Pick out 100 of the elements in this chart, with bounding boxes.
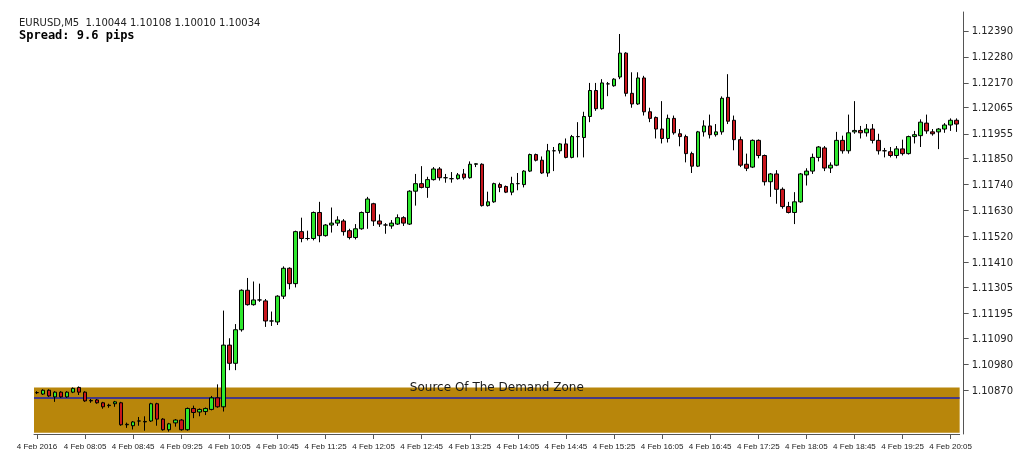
y-tick-label: 1.11305 bbox=[971, 281, 1014, 293]
candlestick bbox=[642, 75, 646, 117]
candlestick bbox=[654, 116, 658, 139]
candlestick bbox=[161, 417, 165, 432]
candlestick bbox=[702, 119, 706, 138]
x-tick-label: 4 Feb 14:45 bbox=[544, 441, 588, 451]
x-tick-label: 4 Feb 12:45 bbox=[400, 441, 444, 451]
candlestick bbox=[564, 137, 568, 159]
candlestick bbox=[89, 398, 93, 404]
ref-line-label: Source Of The Demand Zone bbox=[409, 379, 584, 394]
candlestick bbox=[660, 100, 664, 144]
candlestick bbox=[690, 151, 694, 174]
x-tick-label: 4 Feb 2016 bbox=[16, 441, 58, 451]
y-tick-label: 1.11410 bbox=[971, 257, 1014, 269]
y-tick-label: 1.11090 bbox=[971, 332, 1014, 344]
candlestick bbox=[492, 182, 496, 204]
candlestick bbox=[648, 107, 652, 123]
x-tick-label: 4 Feb 08:45 bbox=[111, 441, 156, 451]
candlestick bbox=[474, 162, 478, 168]
candlestick bbox=[41, 388, 45, 396]
x-tick-label: 4 Feb 09:25 bbox=[159, 441, 204, 451]
x-tick-label: 4 Feb 08:05 bbox=[63, 441, 107, 451]
candlestick bbox=[678, 128, 682, 147]
y-tick-label: 1.10870 bbox=[971, 384, 1014, 396]
candlestick bbox=[143, 415, 147, 432]
candlestick bbox=[546, 143, 550, 178]
x-tick-label: 4 Feb 15:25 bbox=[592, 441, 636, 451]
candlestick bbox=[636, 71, 640, 106]
candlestick bbox=[468, 160, 472, 180]
candlestick bbox=[666, 114, 670, 143]
candlestick bbox=[113, 400, 117, 408]
candlestick bbox=[612, 77, 616, 88]
candlestick bbox=[77, 385, 81, 396]
y-tick-label: 1.11195 bbox=[971, 307, 1014, 319]
y-tick-label: 1.12390 bbox=[971, 25, 1014, 37]
candlestick bbox=[624, 51, 628, 97]
y-tick-label: 1.12280 bbox=[971, 51, 1014, 63]
x-tick-label: 4 Feb 17:25 bbox=[736, 441, 781, 451]
y-tick-label: 1.11630 bbox=[971, 205, 1014, 217]
candlestick bbox=[528, 153, 532, 173]
candlestick bbox=[606, 81, 610, 97]
candlestick bbox=[167, 422, 171, 433]
candlestick bbox=[131, 420, 135, 431]
x-tick-label: 4 Feb 18:05 bbox=[785, 441, 829, 451]
candlestick bbox=[53, 390, 57, 403]
candlestick bbox=[594, 82, 598, 112]
candlestick bbox=[516, 172, 520, 191]
candlestick bbox=[618, 33, 622, 80]
x-tick-label: 4 Feb 14:05 bbox=[496, 441, 540, 451]
candlestick bbox=[107, 403, 111, 409]
candlestick bbox=[95, 398, 99, 405]
candlestick bbox=[125, 422, 129, 429]
y-tick-label: 1.12065 bbox=[971, 102, 1014, 114]
x-tick-label: 4 Feb 19:25 bbox=[881, 441, 925, 451]
candlestick bbox=[149, 402, 153, 423]
x-tick-label: 4 Feb 16:05 bbox=[640, 441, 685, 451]
x-tick-label: 4 Feb 12:05 bbox=[352, 441, 396, 451]
candlestick bbox=[83, 390, 87, 403]
candlestick bbox=[101, 401, 105, 410]
candlestick bbox=[672, 115, 676, 136]
y-tick-label: 1.10980 bbox=[971, 358, 1014, 370]
y-tick-label: 1.11955 bbox=[971, 128, 1014, 140]
candlestick bbox=[504, 185, 508, 194]
candlestick bbox=[576, 121, 580, 158]
x-tick-label: 4 Feb 10:45 bbox=[256, 441, 300, 451]
x-tick-label: 4 Feb 16:45 bbox=[688, 441, 733, 451]
x-tick-label: 4 Feb 18:45 bbox=[833, 441, 877, 451]
y-tick-label: 1.11850 bbox=[971, 153, 1014, 165]
chart-title: EURUSD,M5 1.10044 1.10108 1.10010 1.10034 bbox=[19, 16, 261, 28]
candlestick bbox=[65, 390, 69, 399]
candlestick bbox=[696, 130, 700, 168]
candlestick bbox=[684, 134, 688, 163]
candlestick bbox=[600, 78, 604, 111]
candlestick bbox=[522, 169, 526, 188]
candlestick bbox=[155, 402, 159, 427]
candlestick bbox=[630, 71, 634, 109]
y-tick-label: 1.11740 bbox=[971, 179, 1014, 191]
candlestick bbox=[588, 82, 592, 123]
candlestick bbox=[456, 172, 460, 181]
candlestick bbox=[498, 182, 502, 193]
candlestick bbox=[534, 153, 538, 162]
y-tick-label: 1.12170 bbox=[971, 77, 1014, 89]
candlestick bbox=[71, 386, 75, 394]
x-tick-label: 4 Feb 11:25 bbox=[304, 441, 348, 451]
candlestick bbox=[510, 176, 514, 196]
candlestick bbox=[558, 142, 562, 155]
text: Spread: 9.6 pips bbox=[19, 28, 135, 42]
x-tick-label: 4 Feb 10:05 bbox=[208, 441, 252, 451]
candlestick bbox=[582, 111, 586, 158]
candlestick bbox=[59, 390, 63, 399]
candlestick bbox=[726, 73, 730, 125]
candlestick bbox=[732, 115, 736, 151]
y-tick-label: 1.11520 bbox=[971, 231, 1014, 243]
candlestick bbox=[540, 155, 544, 175]
x-tick-label: 4 Feb 20:05 bbox=[929, 441, 973, 451]
candlestick bbox=[720, 95, 724, 136]
candlestick bbox=[570, 134, 574, 159]
candlestick bbox=[714, 123, 718, 138]
candlestick bbox=[462, 168, 466, 181]
candlestick bbox=[552, 146, 556, 172]
